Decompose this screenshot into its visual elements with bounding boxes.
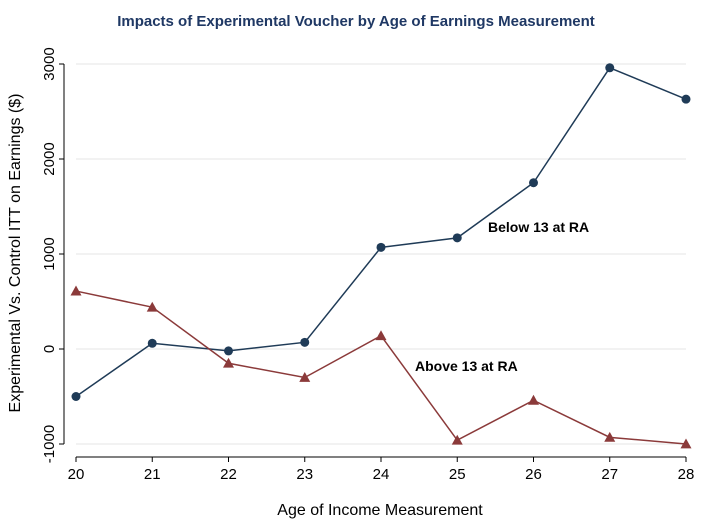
series-1-point-5	[451, 434, 463, 445]
x-tick-label-1: 21	[144, 466, 161, 483]
series-0-point-4	[376, 242, 386, 252]
y-tick-label-2: 1000	[41, 237, 58, 270]
axes	[59, 63, 687, 462]
series-0-point-1	[147, 338, 157, 348]
series-1-point-0	[70, 285, 82, 296]
chart-title: Impacts of Experimental Voucher by Age o…	[117, 13, 595, 30]
series-labels: Below 13 at RA Above 13 at RA	[415, 219, 589, 374]
tick-labels: -1000 0 1000 2000 3000 20 21 22 23 24 25 26 27 28	[41, 47, 694, 483]
x-tick-label-3: 23	[296, 466, 313, 483]
x-tick-label-8: 28	[678, 466, 695, 483]
series-label-1: Above 13 at RA	[415, 358, 518, 374]
x-tick-label-4: 24	[373, 466, 390, 483]
x-tick-label-7: 27	[601, 466, 618, 483]
series-1-point-8	[680, 438, 692, 449]
series-1-point-6	[528, 394, 539, 405]
x-axis-label: Age of Income Measurement	[277, 502, 483, 519]
x-tick-label-2: 22	[220, 466, 237, 483]
series-1-point-4	[375, 330, 387, 341]
x-tick-label-0: 20	[68, 466, 85, 483]
series-1	[70, 285, 692, 449]
series-0-point-0	[71, 392, 81, 401]
series-1-point-2	[223, 357, 234, 368]
series-0-point-3	[300, 337, 310, 347]
series-0-point-7	[605, 63, 615, 73]
series-1-point-7	[604, 431, 616, 442]
series-0-point-5	[452, 233, 462, 243]
series-0	[71, 63, 691, 401]
x-tick-label-6: 26	[525, 466, 542, 483]
series-layer	[70, 63, 692, 449]
series-0-point-2	[224, 346, 233, 356]
y-axis-label: Experimental Vs. Control ITT on Earnings…	[7, 94, 24, 413]
y-tick-label-1: 0	[41, 345, 58, 353]
series-0-point-8	[681, 94, 691, 104]
grid-lines	[76, 63, 686, 445]
series-1-point-1	[146, 301, 158, 312]
x-tick-label-5: 25	[449, 466, 466, 483]
series-1-point-3	[299, 372, 311, 382]
series-0-point-6	[529, 178, 538, 188]
series-label-0: Below 13 at RA	[488, 219, 589, 235]
y-tick-label-0: -1000	[41, 425, 58, 463]
y-tick-label-3: 2000	[41, 142, 58, 175]
y-tick-label-4: 3000	[41, 47, 58, 80]
